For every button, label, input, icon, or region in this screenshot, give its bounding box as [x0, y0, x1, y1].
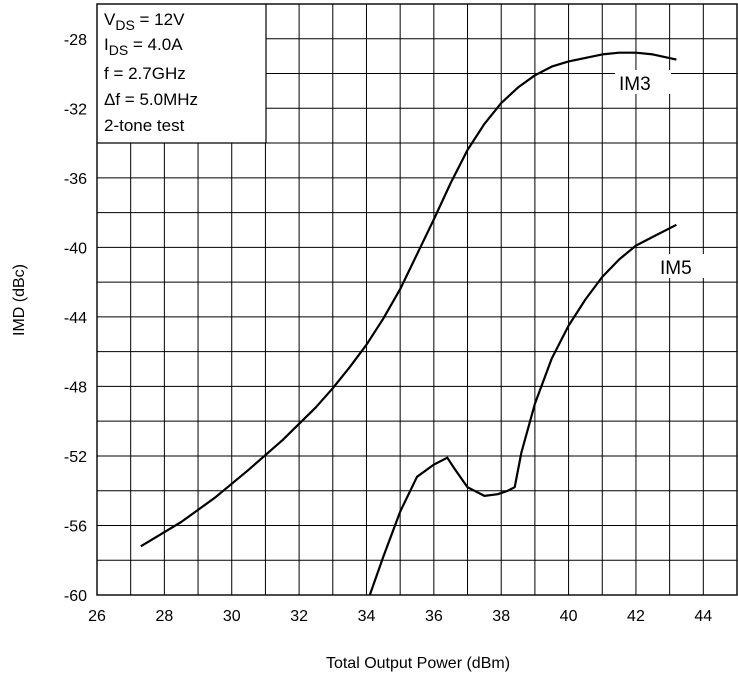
y-tick-label: -40	[64, 240, 87, 257]
x-tick-label: 30	[223, 608, 241, 625]
y-tick-label: -32	[64, 101, 87, 118]
series-label-im3: IM3	[619, 74, 651, 95]
im5-label-background	[656, 254, 712, 278]
y-tick-label: -48	[64, 379, 87, 396]
y-tick-label: -56	[64, 518, 87, 535]
series-label-im5: IM5	[660, 258, 692, 279]
conditions-box: VDS = 12V IDS = 4.0A f = 2.7GHz Δf = 5.0…	[97, 4, 267, 144]
x-tick-label: 38	[492, 608, 510, 625]
series-line-im3	[140, 51, 677, 548]
condition-tone-spacing: Δf = 5.0MHz	[104, 90, 198, 109]
condition-ids: IDS = 4.0A	[104, 35, 183, 58]
x-axis-title: Total Output Power (dBm)	[326, 655, 510, 672]
chart-series	[140, 51, 677, 596]
y-tick-label: -36	[64, 171, 87, 188]
plot-frame	[96, 3, 738, 596]
x-tick-label: 44	[694, 608, 712, 625]
y-axis-title: IMD (dBc)	[11, 264, 28, 336]
x-tick-label: 32	[290, 608, 308, 625]
conditions-box-background	[97, 4, 266, 143]
series-line-im5	[368, 223, 677, 596]
x-tick-label: 28	[155, 608, 173, 625]
y-tick-label: -28	[64, 32, 87, 49]
plot-border	[96, 3, 738, 596]
x-tick-label: 26	[88, 608, 106, 625]
condition-frequency: f = 2.7GHz	[104, 64, 186, 83]
im3-label-background	[615, 70, 671, 94]
x-tick-label: 40	[560, 608, 578, 625]
y-tick-label: -60	[64, 588, 87, 605]
tick-labels: 26 28 30 32 34 36 38 40 42 44 -28 -32 -36 -40 -44 -48 -5…	[64, 32, 712, 625]
series-labels: IM3 IM5	[615, 70, 712, 279]
x-tick-label: 36	[425, 608, 443, 625]
x-tick-label: 42	[627, 608, 645, 625]
y-tick-label: -44	[64, 310, 87, 327]
x-tick-label: 34	[358, 608, 376, 625]
condition-test-type: 2-tone test	[104, 116, 185, 135]
condition-vds: VDS = 12V	[104, 10, 185, 33]
y-tick-label: -52	[64, 449, 87, 466]
